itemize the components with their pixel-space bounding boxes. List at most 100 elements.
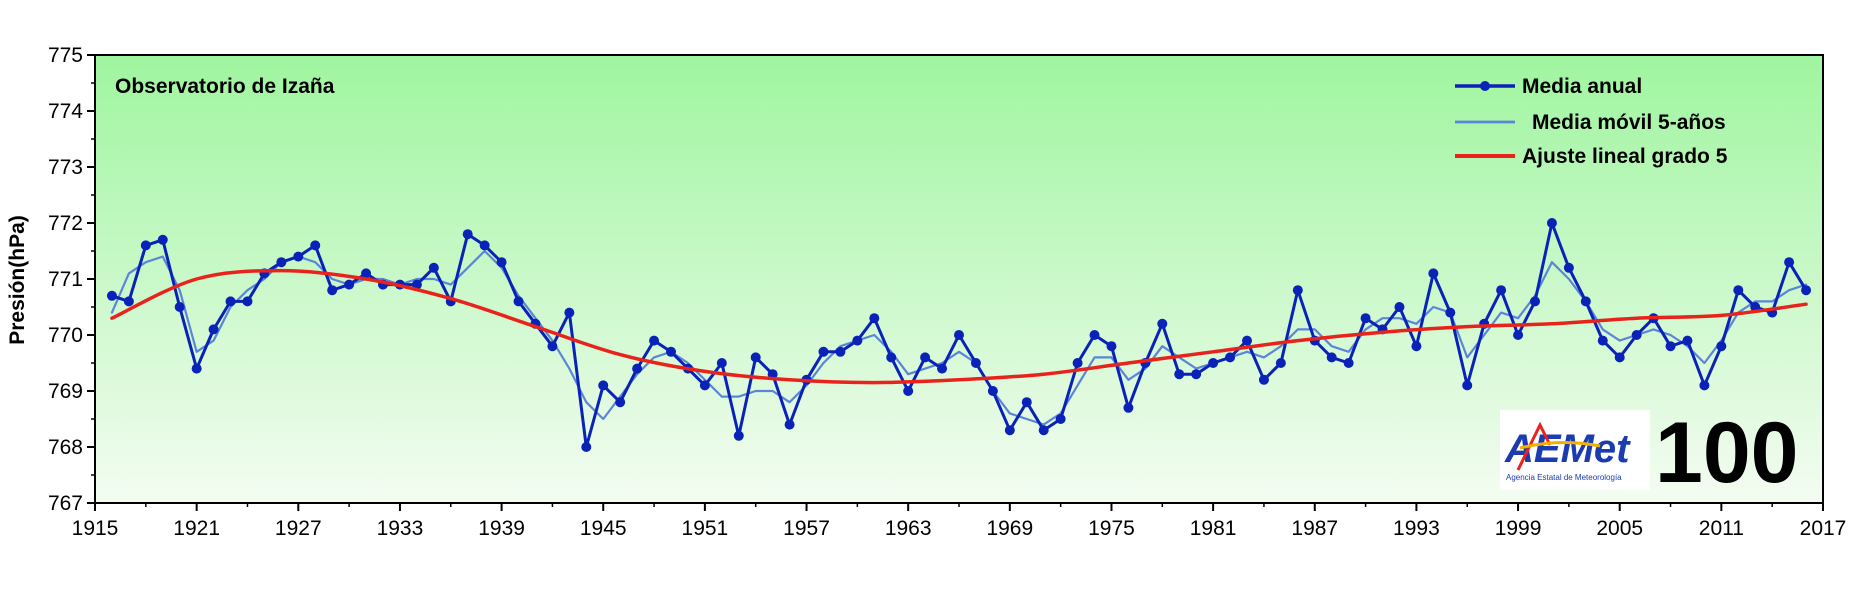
- data-point: [1530, 296, 1540, 307]
- data-point: [1784, 257, 1795, 268]
- data-point: [1360, 313, 1371, 324]
- data-point: [1665, 341, 1676, 352]
- data-point: [903, 386, 914, 396]
- data-point: [987, 386, 998, 396]
- data-point: [1004, 425, 1015, 436]
- x-axis: 1915 1921 1927 1933 1939 1945 1951 1957 1963 1969…: [72, 503, 1846, 540]
- x-tick-label: 1915: [72, 517, 119, 540]
- data-point: [1055, 414, 1066, 424]
- legend-marker: [1480, 81, 1490, 91]
- x-tick-label: 1969: [986, 517, 1033, 540]
- data-point: [666, 346, 676, 357]
- data-point: [1225, 352, 1236, 363]
- data-point: [1699, 380, 1710, 391]
- data-point: [547, 341, 558, 352]
- x-tick-label: 1933: [377, 517, 424, 540]
- y-tick-label: 770: [48, 324, 83, 347]
- x-tick-label: 1951: [682, 517, 729, 540]
- logo-brand-text: AEMet: [1504, 427, 1631, 471]
- y-tick-label: 772: [48, 212, 83, 235]
- data-point: [920, 352, 931, 363]
- data-point: [649, 335, 660, 346]
- legend-label-0: Media anual: [1522, 75, 1642, 98]
- legend-label-2: Ajuste lineal grado 5: [1522, 145, 1728, 168]
- data-point: [1394, 302, 1405, 312]
- data-point: [1275, 358, 1286, 368]
- data-point: [1631, 330, 1642, 340]
- data-point: [1801, 285, 1812, 296]
- data-point: [1208, 358, 1219, 368]
- data-point: [784, 419, 795, 430]
- x-tick-label: 1987: [1291, 517, 1338, 540]
- data-point: [1123, 402, 1134, 413]
- data-point: [1072, 358, 1083, 368]
- data-point: [937, 363, 948, 374]
- data-point: [157, 234, 168, 245]
- y-tick-label: 775: [48, 44, 83, 67]
- data-point: [1411, 341, 1422, 352]
- plot-frame: [94, 54, 1824, 504]
- data-point: [1157, 318, 1168, 329]
- y-tick-label: 768: [48, 436, 83, 459]
- x-tick-label: 1975: [1088, 517, 1135, 540]
- data-point: [479, 240, 490, 251]
- data-point: [174, 302, 185, 312]
- series-layer: [106, 218, 1812, 452]
- data-point: [1038, 425, 1049, 436]
- legend: Media anual Media móvil 5-años Ajuste line…: [1455, 75, 1728, 168]
- data-point: [1343, 358, 1354, 368]
- x-tick-label: 1993: [1393, 517, 1440, 540]
- y-axis-title: Presión(hPa): [6, 215, 29, 345]
- data-point: [106, 290, 117, 301]
- x-tick-label: 1999: [1495, 517, 1542, 540]
- logo-agency-text: Agencia Estatal de Meteorología: [1506, 473, 1622, 482]
- data-point: [1174, 369, 1185, 380]
- y-tick-label: 767: [48, 492, 83, 515]
- data-point: [1106, 341, 1117, 352]
- data-point: [1546, 218, 1557, 228]
- data-point: [886, 352, 897, 363]
- data-point: [513, 296, 524, 307]
- data-point: [208, 324, 219, 335]
- data-point: [716, 358, 727, 368]
- data-point: [1292, 285, 1303, 296]
- data-point: [1580, 296, 1591, 307]
- x-tick-label: 2011: [1699, 517, 1744, 540]
- data-point: [954, 330, 964, 340]
- x-tick-label: 1963: [885, 517, 932, 540]
- x-tick-label: 1927: [275, 517, 322, 540]
- x-tick-label: 2005: [1596, 517, 1643, 540]
- data-point: [276, 257, 287, 268]
- series-line-2: [110, 268, 1808, 385]
- data-point: [1462, 380, 1473, 391]
- data-point: [225, 296, 236, 307]
- data-point: [1597, 335, 1608, 346]
- data-point: [123, 296, 134, 307]
- data-point: [750, 352, 761, 363]
- data-point: [242, 296, 253, 307]
- aemet-logo: AEMet Agencia Estatal de Meteorología: [1500, 410, 1650, 490]
- data-point: [1021, 397, 1032, 408]
- data-point: [1716, 341, 1727, 352]
- data-point: [818, 346, 829, 357]
- data-point: [1614, 352, 1625, 363]
- data-point: [1258, 374, 1269, 385]
- data-point: [1089, 330, 1100, 340]
- data-point: [1496, 285, 1507, 296]
- data-point: [1191, 369, 1202, 380]
- data-point: [615, 397, 626, 408]
- data-point: [564, 307, 575, 318]
- centenary-text: 100: [1655, 405, 1799, 501]
- data-point: [733, 430, 744, 441]
- data-point: [344, 279, 355, 290]
- x-tick-label: 1921: [173, 517, 220, 540]
- data-point: [1445, 307, 1456, 318]
- data-point: [140, 240, 151, 251]
- y-tick-label: 769: [48, 380, 83, 403]
- data-point: [632, 363, 643, 374]
- data-point: [699, 380, 710, 391]
- data-point: [1682, 335, 1693, 346]
- legend-label-1: Media móvil 5-años: [1532, 111, 1726, 134]
